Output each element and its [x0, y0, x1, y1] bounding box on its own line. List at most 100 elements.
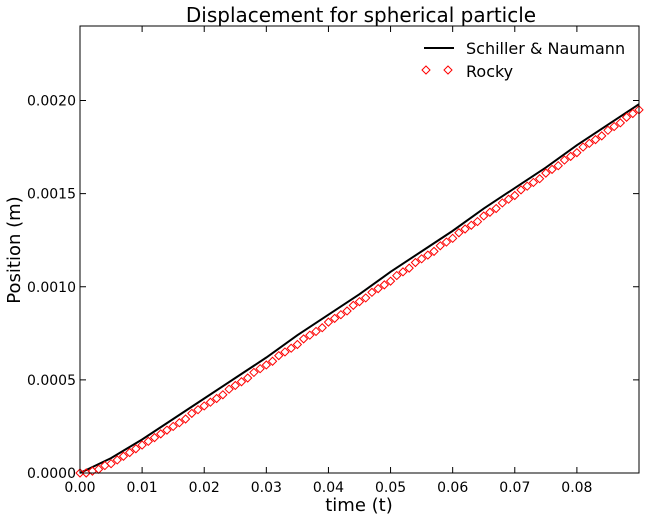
data-point-rocky — [156, 429, 166, 439]
x-axis-label: time (t) — [325, 495, 393, 516]
data-point-rocky — [124, 447, 135, 458]
data-point-rocky — [429, 246, 439, 257]
data-point-rocky — [174, 418, 185, 428]
data-point-rocky — [534, 174, 545, 184]
data-point-rocky — [106, 458, 116, 469]
data-point-rocky — [336, 309, 346, 320]
data-point-rocky — [547, 164, 557, 175]
data-point-rocky — [305, 330, 315, 340]
data-point-rocky — [162, 425, 172, 435]
data-point-rocky — [510, 190, 520, 201]
x-tick-label: 0.07 — [499, 480, 530, 496]
data-point-rocky — [236, 377, 247, 387]
chart-title: Displacement for spherical particle — [186, 3, 536, 27]
data-point-rocky — [255, 363, 265, 374]
data-point-rocky — [541, 168, 551, 178]
data-point-rocky — [522, 181, 532, 191]
data-point-rocky — [441, 237, 452, 247]
data-point-rocky — [404, 263, 414, 273]
data-point-rocky — [497, 198, 508, 208]
y-axis-label: Position (m) — [4, 196, 25, 303]
x-tick-label: 0.08 — [561, 480, 592, 496]
x-tick-label: 0.04 — [313, 480, 344, 496]
legend-label-schiller-naumann: Schiller & Naumann — [466, 39, 625, 58]
data-point-rocky — [361, 293, 371, 303]
data-point-rocky — [354, 296, 365, 307]
x-tick-label: 0.01 — [127, 480, 158, 496]
data-point-rocky — [466, 220, 477, 230]
data-point-rocky — [298, 334, 309, 344]
legend: Schiller & Naumann Rocky — [421, 39, 625, 81]
data-point-rocky — [348, 300, 358, 311]
y-tick-label: 0.0020 — [27, 94, 76, 110]
data-point-rocky — [286, 343, 296, 353]
series-line-schiller-naumann — [79, 103, 640, 474]
data-point-rocky — [628, 108, 638, 119]
y-tick-label: 0.0005 — [27, 373, 76, 389]
x-tick-label: 0.02 — [189, 480, 220, 496]
data-point-rocky — [460, 224, 470, 234]
data-point-rocky — [423, 250, 433, 260]
legend-marker-rocky — [443, 65, 453, 75]
data-point-rocky — [379, 280, 390, 290]
data-point-rocky — [447, 233, 458, 244]
legend-marker-rocky — [421, 65, 431, 75]
x-axis: 0.00 0.01 0.02 0.03 0.04 0.05 0.06 0.07 0.08 — [64, 26, 592, 496]
data-point-rocky — [149, 432, 160, 443]
data-point-rocky — [367, 287, 377, 298]
data-point-rocky — [168, 421, 178, 432]
data-point-rocky — [230, 380, 240, 391]
data-point-rocky — [435, 241, 445, 251]
data-point-rocky — [572, 147, 582, 158]
data-point-rocky — [280, 347, 290, 357]
data-point-rocky — [621, 112, 632, 122]
data-point-rocky — [454, 228, 464, 238]
data-point-rocky — [516, 185, 526, 195]
plot-area — [75, 103, 644, 478]
data-point-rocky — [590, 134, 601, 145]
data-point-rocky — [565, 151, 576, 162]
data-point-rocky — [609, 121, 619, 132]
data-point-rocky — [180, 414, 191, 424]
data-point-rocky — [131, 444, 141, 454]
data-point-rocky — [274, 350, 284, 361]
data-point-rocky — [218, 390, 228, 400]
data-point-rocky — [242, 373, 253, 383]
data-point-rocky — [373, 283, 383, 294]
data-point-rocky — [199, 401, 209, 411]
data-point-rocky — [261, 360, 272, 370]
data-point-rocky — [249, 367, 259, 378]
data-point-rocky — [267, 356, 278, 366]
data-point-rocky — [211, 393, 222, 404]
data-point-rocky — [292, 339, 303, 350]
y-tick-label: 0.0010 — [27, 280, 76, 296]
data-point-rocky — [603, 125, 613, 136]
data-point-rocky — [410, 257, 421, 268]
data-point-rocky — [311, 326, 321, 337]
x-tick-label: 0.05 — [375, 480, 406, 496]
data-point-rocky — [187, 408, 197, 419]
data-point-rocky — [578, 142, 588, 152]
data-point-rocky — [317, 323, 327, 333]
y-tick-label: 0.0015 — [27, 187, 76, 203]
y-axis: 0.0000 0.0005 0.0010 0.0015 0.0020 — [27, 94, 639, 482]
data-point-rocky — [503, 194, 514, 204]
data-point-rocky — [398, 267, 408, 277]
data-point-rocky — [385, 276, 396, 286]
data-point-rocky — [118, 451, 129, 461]
data-point-rocky — [205, 397, 216, 407]
data-point-rocky — [392, 270, 402, 281]
y-tick-label: 0.0000 — [27, 466, 76, 482]
data-point-rocky — [553, 160, 563, 171]
data-point-rocky — [329, 313, 340, 324]
x-tick-label: 0.06 — [437, 480, 468, 496]
data-point-rocky — [597, 131, 607, 141]
data-point-rocky — [416, 254, 427, 264]
data-point-rocky — [528, 177, 539, 188]
data-point-rocky — [479, 211, 489, 221]
data-point-rocky — [472, 216, 483, 227]
data-point-rocky — [323, 317, 334, 327]
plot-frame — [79, 25, 640, 474]
legend-label-rocky: Rocky — [466, 62, 513, 81]
